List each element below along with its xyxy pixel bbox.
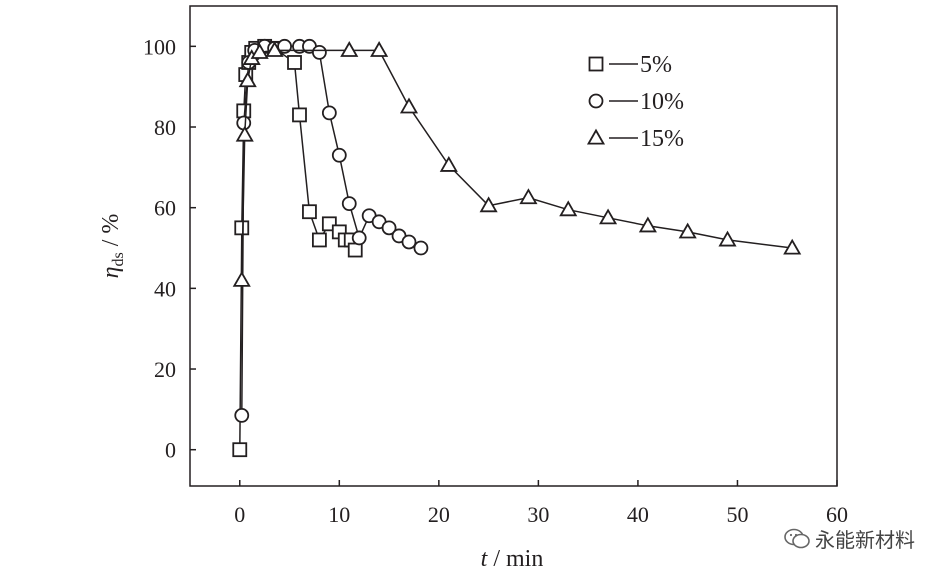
data-point bbox=[599, 208, 618, 225]
series-square bbox=[232, 38, 363, 458]
data-point bbox=[479, 196, 498, 213]
data-point bbox=[250, 43, 269, 59]
legend-marker bbox=[586, 128, 606, 145]
data-point bbox=[718, 230, 737, 247]
y-tick-label: 40 bbox=[154, 276, 176, 301]
legend-item: 10% bbox=[588, 89, 684, 115]
legend-marker bbox=[588, 93, 604, 109]
series-triangle bbox=[232, 41, 802, 287]
data-point bbox=[519, 188, 538, 205]
data-point bbox=[381, 220, 397, 236]
series-layer bbox=[232, 38, 802, 458]
y-tick-label: 20 bbox=[154, 357, 176, 382]
legend-marker bbox=[588, 56, 604, 72]
data-point bbox=[638, 216, 657, 233]
legend: 5% 10% 15% bbox=[586, 52, 684, 152]
wechat-icon bbox=[784, 528, 810, 549]
y-tick-label: 60 bbox=[154, 196, 176, 221]
axis-ticks: 0 10 20 30 40 50 60 0 20 40 60 80 100 bbox=[143, 34, 848, 527]
data-point bbox=[340, 41, 359, 57]
data-point bbox=[232, 442, 248, 458]
data-point bbox=[321, 105, 337, 121]
data-point bbox=[783, 238, 802, 255]
data-point bbox=[351, 230, 367, 246]
x-axis-label: t / min bbox=[481, 546, 544, 572]
x-tick-label: 20 bbox=[428, 502, 450, 527]
legend-label: 10% bbox=[640, 89, 684, 115]
watermark: 永能新材料 bbox=[783, 524, 915, 553]
data-point bbox=[311, 44, 327, 60]
data-point bbox=[287, 55, 302, 70]
data-point bbox=[277, 38, 292, 54]
x-tick-label: 50 bbox=[726, 502, 748, 527]
legend-label: 5% bbox=[640, 52, 672, 78]
x-tick-label: 30 bbox=[527, 502, 549, 527]
x-tick-label: 0 bbox=[234, 502, 245, 527]
y-tick-label: 80 bbox=[154, 115, 176, 140]
legend-item: 5% bbox=[588, 52, 672, 78]
data-point bbox=[234, 220, 250, 236]
data-point bbox=[234, 408, 250, 423]
data-point bbox=[439, 156, 458, 172]
watermark-text: 永能新材料 bbox=[815, 528, 915, 552]
data-point bbox=[331, 147, 347, 163]
data-point bbox=[302, 204, 317, 220]
data-point bbox=[399, 97, 419, 114]
data-point bbox=[311, 232, 327, 248]
data-point bbox=[413, 240, 429, 256]
data-point bbox=[265, 41, 284, 57]
x-tick-label: 10 bbox=[328, 502, 350, 527]
data-point bbox=[401, 234, 417, 250]
data-point bbox=[678, 222, 697, 239]
data-point bbox=[238, 71, 257, 88]
y-tick-label: 0 bbox=[165, 438, 176, 463]
plot-frame bbox=[189, 5, 838, 487]
x-tick-label: 40 bbox=[627, 502, 649, 527]
legend-item: 15% bbox=[586, 126, 684, 152]
legend-label: 15% bbox=[640, 126, 684, 152]
data-point bbox=[370, 41, 389, 57]
data-point bbox=[559, 200, 578, 217]
data-point bbox=[235, 125, 254, 142]
y-tick-label: 100 bbox=[143, 34, 176, 59]
data-point bbox=[292, 107, 307, 123]
y-axis-label: ηds / % bbox=[98, 214, 127, 279]
data-point bbox=[232, 270, 251, 287]
series-line bbox=[239, 45, 356, 450]
data-point bbox=[347, 242, 363, 258]
x-tick-label: 60 bbox=[826, 502, 848, 527]
data-point bbox=[341, 196, 357, 212]
